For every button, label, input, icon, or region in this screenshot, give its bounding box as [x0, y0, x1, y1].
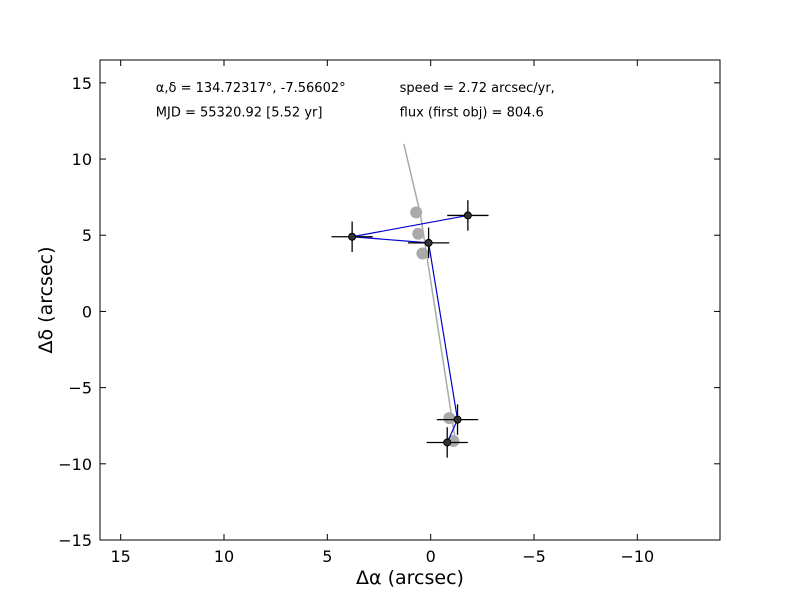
y-tick-label: 10: [72, 150, 92, 169]
x-tick-label: 15: [110, 547, 130, 566]
observed-point: [453, 415, 462, 424]
x-tick-label: −5: [522, 547, 546, 566]
model-track-point: [416, 247, 429, 260]
x-tick-label: 0: [426, 547, 436, 566]
observed-point: [424, 238, 433, 247]
model-track-point: [410, 206, 423, 219]
x-axis-label: Δα (arcsec): [356, 567, 464, 589]
annotation-flux: flux (first obj) = 804.6: [400, 105, 544, 120]
observed-layer: [331, 200, 489, 458]
y-tick-label: 5: [82, 226, 92, 245]
x-tick-label: 10: [214, 547, 234, 566]
axes-frame: [99, 59, 721, 541]
y-axis-label: Δδ (arcsec): [35, 246, 57, 353]
tick-layer: 15 10 5 0 −5 −10 −15 −10 −5 0 5 10 15: [58, 60, 720, 566]
model-track-layer: [403, 143, 460, 447]
observed-point: [463, 211, 472, 220]
x-tick-label: 5: [322, 547, 332, 566]
x-tick-label: −10: [620, 547, 654, 566]
y-tick-label: −10: [58, 455, 92, 474]
y-tick-label: −5: [68, 379, 92, 398]
annotation-speed: speed = 2.72 arcsec/yr,: [400, 81, 555, 96]
y-tick-label: −15: [58, 531, 92, 550]
observed-point: [443, 438, 452, 447]
y-tick-label: 0: [82, 302, 92, 321]
observed-point: [348, 232, 357, 241]
annotation-coords: α,δ = 134.72317°, -7.56602°: [156, 81, 346, 96]
model-track-point: [443, 412, 456, 425]
y-tick-label: 15: [72, 74, 92, 93]
annotation-mjd: MJD = 55320.92 [5.52 yr]: [156, 105, 323, 120]
model-track-point: [412, 227, 425, 240]
